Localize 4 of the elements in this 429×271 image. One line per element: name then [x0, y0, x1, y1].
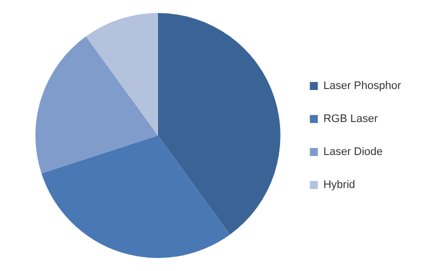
legend-label: Laser Phosphor: [323, 80, 402, 92]
legend-label: Laser Diode: [323, 146, 383, 158]
legend-label: RGB Laser: [323, 113, 378, 126]
legend-label: Hybrid: [323, 179, 356, 192]
